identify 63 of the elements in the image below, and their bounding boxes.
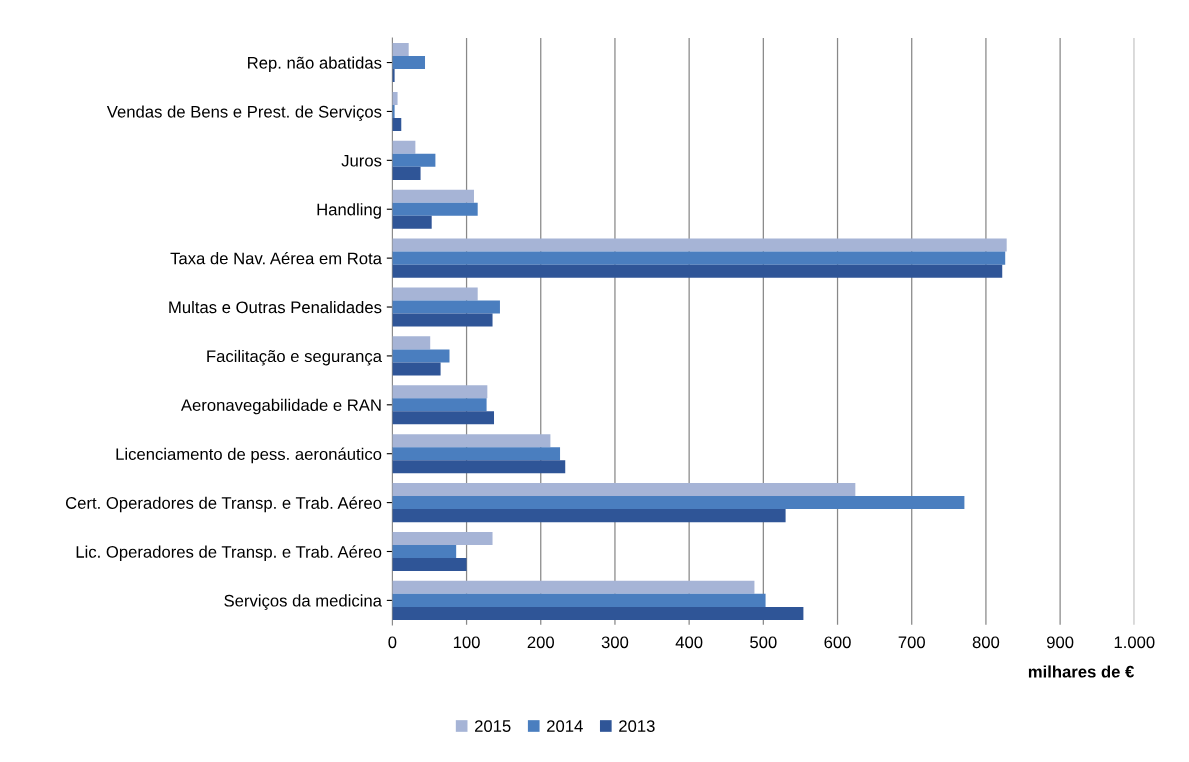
bar: [392, 349, 450, 363]
bar: [392, 509, 786, 523]
bar: [392, 189, 474, 203]
y-tick-label: Multas e Outras Penalidades: [169, 300, 382, 314]
bar: [392, 606, 804, 620]
bar: [392, 531, 493, 545]
bar: [392, 385, 488, 399]
bar: [392, 398, 487, 412]
bar: [392, 91, 398, 105]
bar: [392, 117, 402, 131]
bar: [392, 42, 409, 57]
legend-label: 2015: [474, 720, 511, 732]
x-tick-label: 100: [453, 636, 480, 649]
bar: [392, 544, 457, 559]
y-tick-label: Serviços da medicina: [224, 594, 382, 610]
x-tick-label: 500: [750, 636, 777, 649]
bar: [392, 593, 766, 607]
y-tick-label: Rep. não abatidas: [248, 56, 382, 73]
x-tick-label: 900: [1046, 636, 1074, 649]
bar: [392, 69, 395, 83]
bar: [392, 238, 1007, 252]
bar: [392, 313, 493, 327]
bar: [392, 166, 421, 180]
bar: [392, 287, 478, 301]
bar: [392, 140, 416, 154]
x-axis-title: milhares de €: [1028, 665, 1135, 678]
bar: [392, 300, 500, 314]
bar: [392, 215, 432, 229]
x-tick-label: 600: [824, 636, 851, 649]
bar: [392, 411, 495, 425]
x-tick-label: 400: [675, 636, 703, 649]
bar: [392, 483, 856, 497]
y-tick-label: Facilitação e segurança: [207, 349, 382, 366]
bar: [392, 362, 441, 376]
bar: [392, 496, 965, 510]
y-tick-label: Cert. Operadores de Transp. e Trab. Aéreo: [65, 496, 382, 513]
bar: [392, 434, 551, 448]
bar: [392, 202, 478, 216]
bar: [392, 558, 467, 572]
bar: [392, 153, 436, 167]
x-tick-label: 300: [601, 636, 629, 649]
x-tick-label: 0: [388, 636, 397, 649]
bar: [392, 251, 1006, 265]
x-tick-label: 800: [972, 636, 1000, 649]
legend-label: 2014: [547, 720, 583, 732]
bar: [392, 336, 431, 350]
legend-label: 2013: [619, 720, 655, 732]
y-tick-label: Taxa de Nav. Aérea em Rota: [170, 251, 382, 265]
x-tick-label: 700: [898, 636, 925, 649]
x-tick-label: 200: [527, 636, 555, 649]
y-tick-label: Handling: [317, 203, 381, 219]
y-tick-label: Juros: [341, 154, 382, 167]
y-tick-label: Lic. Operadores de Transp. e Trab. Aéreo: [76, 545, 382, 562]
y-tick-label: Licenciamento de pess. aeronáutico: [116, 447, 382, 464]
y-tick-label: Vendas de Bens e Prest. de Serviços: [106, 105, 382, 122]
bar: [392, 447, 561, 461]
bar: [392, 104, 395, 118]
bar: [392, 56, 426, 70]
y-tick-label: Aeronavegabilidade e RAN: [180, 398, 381, 415]
bar: [392, 460, 566, 474]
x-tick-label: 1.000: [1114, 636, 1155, 649]
bar: [392, 580, 755, 594]
bar: [392, 264, 1003, 278]
